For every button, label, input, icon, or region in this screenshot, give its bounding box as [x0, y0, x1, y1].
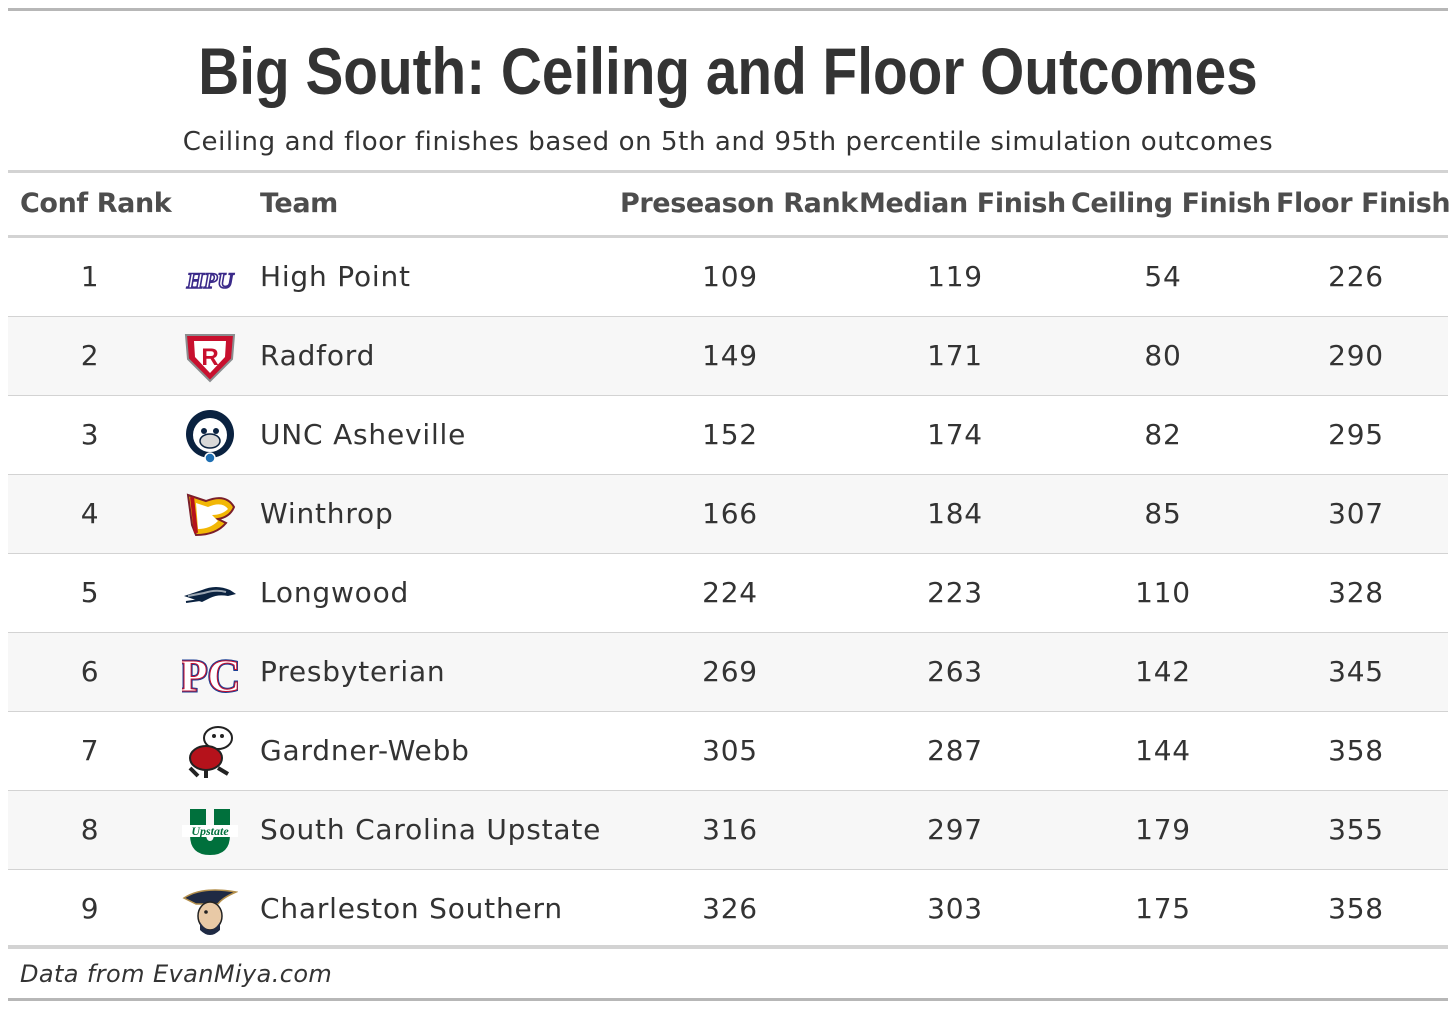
unc-asheville-logo-icon: [186, 410, 234, 464]
median-finish-cell: 171: [927, 339, 983, 372]
table-row: 3 UNC Asheville 152 174 82 295: [8, 396, 1448, 475]
floor-finish-cell: 290: [1328, 339, 1384, 372]
header-bottom-rule: [8, 235, 1448, 238]
table-header: Conf Rank Team Preseason Rank Median Fin…: [8, 173, 1451, 235]
radford-logo-icon: R: [184, 334, 236, 383]
gardner-webb-logo-icon: [188, 726, 233, 778]
median-finish-cell: 223: [927, 576, 983, 609]
conf-rank-cell: 9: [80, 892, 100, 925]
team-name-cell: Radford: [260, 339, 376, 372]
conf-rank-cell: 8: [80, 813, 100, 846]
team-name-cell: Charleston Southern: [260, 892, 563, 925]
conf-rank-cell: 4: [80, 497, 100, 530]
ceiling-finish-cell: 179: [1135, 813, 1191, 846]
winthrop-logo-icon: [186, 493, 236, 537]
team-name-cell: High Point: [260, 260, 411, 293]
median-finish-cell: 297: [927, 813, 983, 846]
conf-rank-cell: 1: [80, 260, 100, 293]
floor-finish-cell: 358: [1328, 892, 1384, 925]
table-figure: Big South: Ceiling and Floor Outcomes Ce…: [8, 8, 1451, 1003]
floor-finish-cell: 226: [1328, 260, 1384, 293]
team-name-cell: South Carolina Upstate: [260, 813, 602, 846]
col-header-team: Team: [260, 188, 338, 219]
page-subtitle: Ceiling and floor finishes based on 5th …: [182, 127, 1274, 157]
median-finish-cell: 263: [927, 655, 983, 688]
conf-rank-cell: 5: [80, 576, 100, 609]
col-header-floor-finish: Floor Finish: [1276, 188, 1451, 219]
table-row: 1 HPU High Point 109 119 54 226: [8, 238, 1448, 317]
table-row: 9 Charleston Southern 326 303 175 358: [8, 870, 1448, 949]
team-name-cell: Presbyterian: [260, 655, 446, 688]
preseason-rank-cell: 149: [702, 339, 758, 372]
ceiling-finish-cell: 85: [1144, 497, 1182, 530]
table-row: 4 Winthrop 166 184 85 307: [8, 475, 1448, 554]
svg-text:R: R: [201, 344, 218, 371]
preseason-rank-cell: 224: [702, 576, 758, 609]
top-rule: [8, 8, 1448, 11]
high-point-logo-icon: HPU: [185, 267, 235, 294]
table-row: 2 R Radford 149 171 80 290: [8, 317, 1448, 396]
preseason-rank-cell: 166: [702, 497, 758, 530]
svg-text:PC: PC: [182, 650, 238, 701]
median-finish-cell: 303: [927, 892, 983, 925]
team-name-cell: UNC Asheville: [260, 418, 467, 451]
svg-text:PC: PC: [182, 650, 238, 701]
floor-finish-cell: 295: [1328, 418, 1384, 451]
table-row: 6 PC PC Presbyterian 269 263 142 345: [8, 633, 1448, 712]
team-name-cell: Winthrop: [260, 497, 394, 530]
median-finish-cell: 287: [927, 734, 983, 767]
conf-rank-cell: 2: [80, 339, 100, 372]
ceiling-finish-cell: 142: [1135, 655, 1191, 688]
page-title: Big South: Ceiling and Floor Outcomes: [198, 34, 1258, 108]
median-finish-cell: 119: [927, 260, 983, 293]
team-name-cell: Longwood: [260, 576, 410, 609]
ceiling-finish-cell: 80: [1144, 339, 1182, 372]
table-row: 5 Longwood 224 223 110 328: [8, 554, 1448, 633]
median-finish-cell: 174: [927, 418, 983, 451]
conf-rank-cell: 7: [80, 734, 100, 767]
ceiling-finish-cell: 82: [1144, 418, 1182, 451]
table-row: 7 Gardner-Webb 305 287 144 358: [8, 712, 1448, 791]
ceiling-finish-cell: 110: [1135, 576, 1191, 609]
col-header-preseason-rank: Preseason Rank: [620, 188, 858, 219]
table-bottom-rule: [8, 945, 1448, 948]
header-top-rule: [8, 170, 1448, 173]
conf-rank-cell: 3: [80, 418, 100, 451]
conf-rank-cell: 6: [80, 655, 100, 688]
preseason-rank-cell: 326: [702, 892, 758, 925]
ceiling-finish-cell: 144: [1135, 734, 1191, 767]
longwood-logo-icon: [184, 587, 236, 603]
col-header-median-finish: Median Finish: [859, 188, 1066, 219]
svg-text:HPU: HPU: [186, 268, 235, 293]
ceiling-finish-cell: 54: [1144, 260, 1182, 293]
bottom-rule: [8, 998, 1448, 1001]
team-name-cell: Gardner-Webb: [260, 734, 470, 767]
floor-finish-cell: 345: [1328, 655, 1384, 688]
floor-finish-cell: 328: [1328, 576, 1384, 609]
floor-finish-cell: 307: [1328, 497, 1384, 530]
presbyterian-logo-icon: PC PC: [182, 649, 238, 702]
sc-upstate-logo-icon: Upstate: [182, 809, 238, 855]
charleston-southern-logo-icon: [182, 889, 238, 935]
preseason-rank-cell: 269: [702, 655, 758, 688]
floor-finish-cell: 358: [1328, 734, 1384, 767]
preseason-rank-cell: 316: [702, 813, 758, 846]
preseason-rank-cell: 305: [702, 734, 758, 767]
preseason-rank-cell: 109: [702, 260, 758, 293]
svg-text:Upstate: Upstate: [191, 824, 229, 838]
col-header-conf-rank: Conf Rank: [20, 188, 172, 219]
col-header-ceiling-finish: Ceiling Finish: [1071, 188, 1271, 219]
table-row: 8 Upstate South Carolina Upstate 316 297…: [8, 791, 1448, 870]
floor-finish-cell: 355: [1328, 813, 1384, 846]
source-note: Data from EvanMiya.com: [20, 960, 333, 988]
ceiling-finish-cell: 175: [1135, 892, 1191, 925]
preseason-rank-cell: 152: [702, 418, 758, 451]
median-finish-cell: 184: [927, 497, 983, 530]
